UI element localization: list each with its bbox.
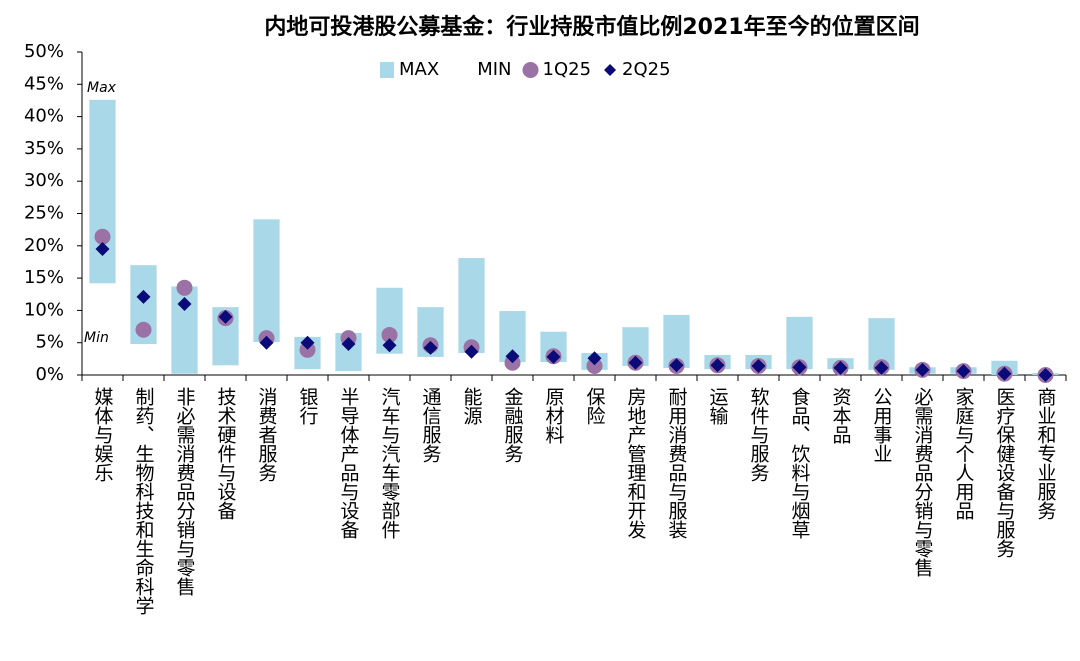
point	[874, 360, 889, 375]
y-tick-label: 5%	[35, 332, 64, 353]
x-tick-label: 公用事业	[871, 387, 893, 463]
point	[997, 366, 1012, 381]
x-tick-label: 技术硬件与设备	[215, 387, 237, 520]
point	[586, 357, 603, 374]
x-tick-label: 资本品	[830, 387, 852, 444]
point	[423, 340, 438, 355]
range-bar	[253, 219, 280, 343]
point	[259, 335, 274, 350]
x-tick-label: 媒体与娱乐	[92, 387, 114, 482]
point	[546, 349, 561, 364]
point	[522, 62, 539, 78]
point	[628, 355, 643, 370]
annotation: Min	[84, 330, 109, 346]
x-tick-label: 金融服务	[502, 387, 524, 463]
point	[136, 289, 151, 304]
x-tick-label: 消费者服务	[256, 387, 278, 482]
point	[299, 341, 316, 358]
point	[792, 360, 807, 375]
y-tick-label: 10%	[24, 299, 64, 320]
point	[1038, 368, 1053, 382]
x-tick-label: 软件与服务	[748, 387, 770, 482]
range-bar	[458, 258, 485, 354]
y-tick-label: 40%	[24, 106, 64, 127]
y-tick-label: 50%	[24, 41, 64, 62]
legend-label: 2Q25	[622, 59, 671, 80]
point	[604, 64, 617, 76]
y-tick-label: 35%	[24, 138, 64, 159]
point	[176, 279, 193, 296]
annotation: Max	[87, 80, 117, 96]
legend-label: MIN	[477, 59, 511, 80]
point	[382, 338, 397, 353]
point	[135, 321, 152, 338]
x-tick-label: 家庭与个人用品	[953, 387, 975, 520]
point	[956, 364, 971, 379]
legend-swatch	[380, 62, 394, 78]
x-tick-label: 半导体产品与设备	[338, 387, 360, 539]
x-tick-label: 能源	[461, 387, 483, 426]
point	[381, 326, 398, 343]
point	[710, 358, 725, 373]
point	[833, 360, 848, 375]
x-tick-label: 保险	[584, 387, 606, 425]
x-tick-label: 原材料	[543, 387, 565, 444]
x-tick-label: 食品、饮料与烟草	[789, 387, 811, 539]
x-tick-label: 医疗保健设备与服务	[994, 387, 1016, 558]
x-tick-label: 汽车与汽车零部件	[379, 387, 401, 539]
point	[94, 228, 111, 245]
y-tick-label: 20%	[24, 235, 64, 256]
point	[505, 349, 520, 364]
point	[915, 362, 930, 377]
point	[587, 351, 602, 366]
x-tick-label: 通信服务	[420, 387, 442, 463]
x-tick-label: 非必需消费品分销与零售	[174, 387, 196, 596]
point	[751, 358, 766, 373]
point	[300, 335, 315, 350]
legend-label: MAX	[399, 59, 439, 80]
x-tick-label: 制药、生物科技和生命科学	[133, 387, 155, 615]
y-tick-label: 25%	[24, 203, 64, 224]
point	[218, 309, 233, 324]
y-tick-label: 30%	[24, 170, 64, 191]
y-tick-label: 0%	[35, 364, 64, 385]
point	[341, 336, 356, 351]
point	[95, 242, 110, 257]
x-tick-label: 商业和专业服务	[1035, 387, 1057, 520]
y-tick-label: 15%	[24, 267, 64, 288]
y-tick-label: 45%	[24, 73, 64, 94]
legend-label: 1Q25	[543, 59, 592, 80]
x-tick-label: 房地产管理和开发	[625, 387, 647, 539]
point	[464, 344, 479, 359]
point	[177, 296, 192, 311]
x-tick-label: 银行	[297, 387, 319, 425]
x-tick-label: 耐用消费品与服装	[666, 387, 688, 539]
point	[669, 358, 684, 373]
x-tick-label: 运输	[707, 387, 729, 425]
x-tick-label: 必需消费品分销与零售	[912, 387, 934, 577]
chart-title: 内地可投港股公募基金：行业持股市值比例2021年至今的位置区间	[264, 14, 919, 40]
